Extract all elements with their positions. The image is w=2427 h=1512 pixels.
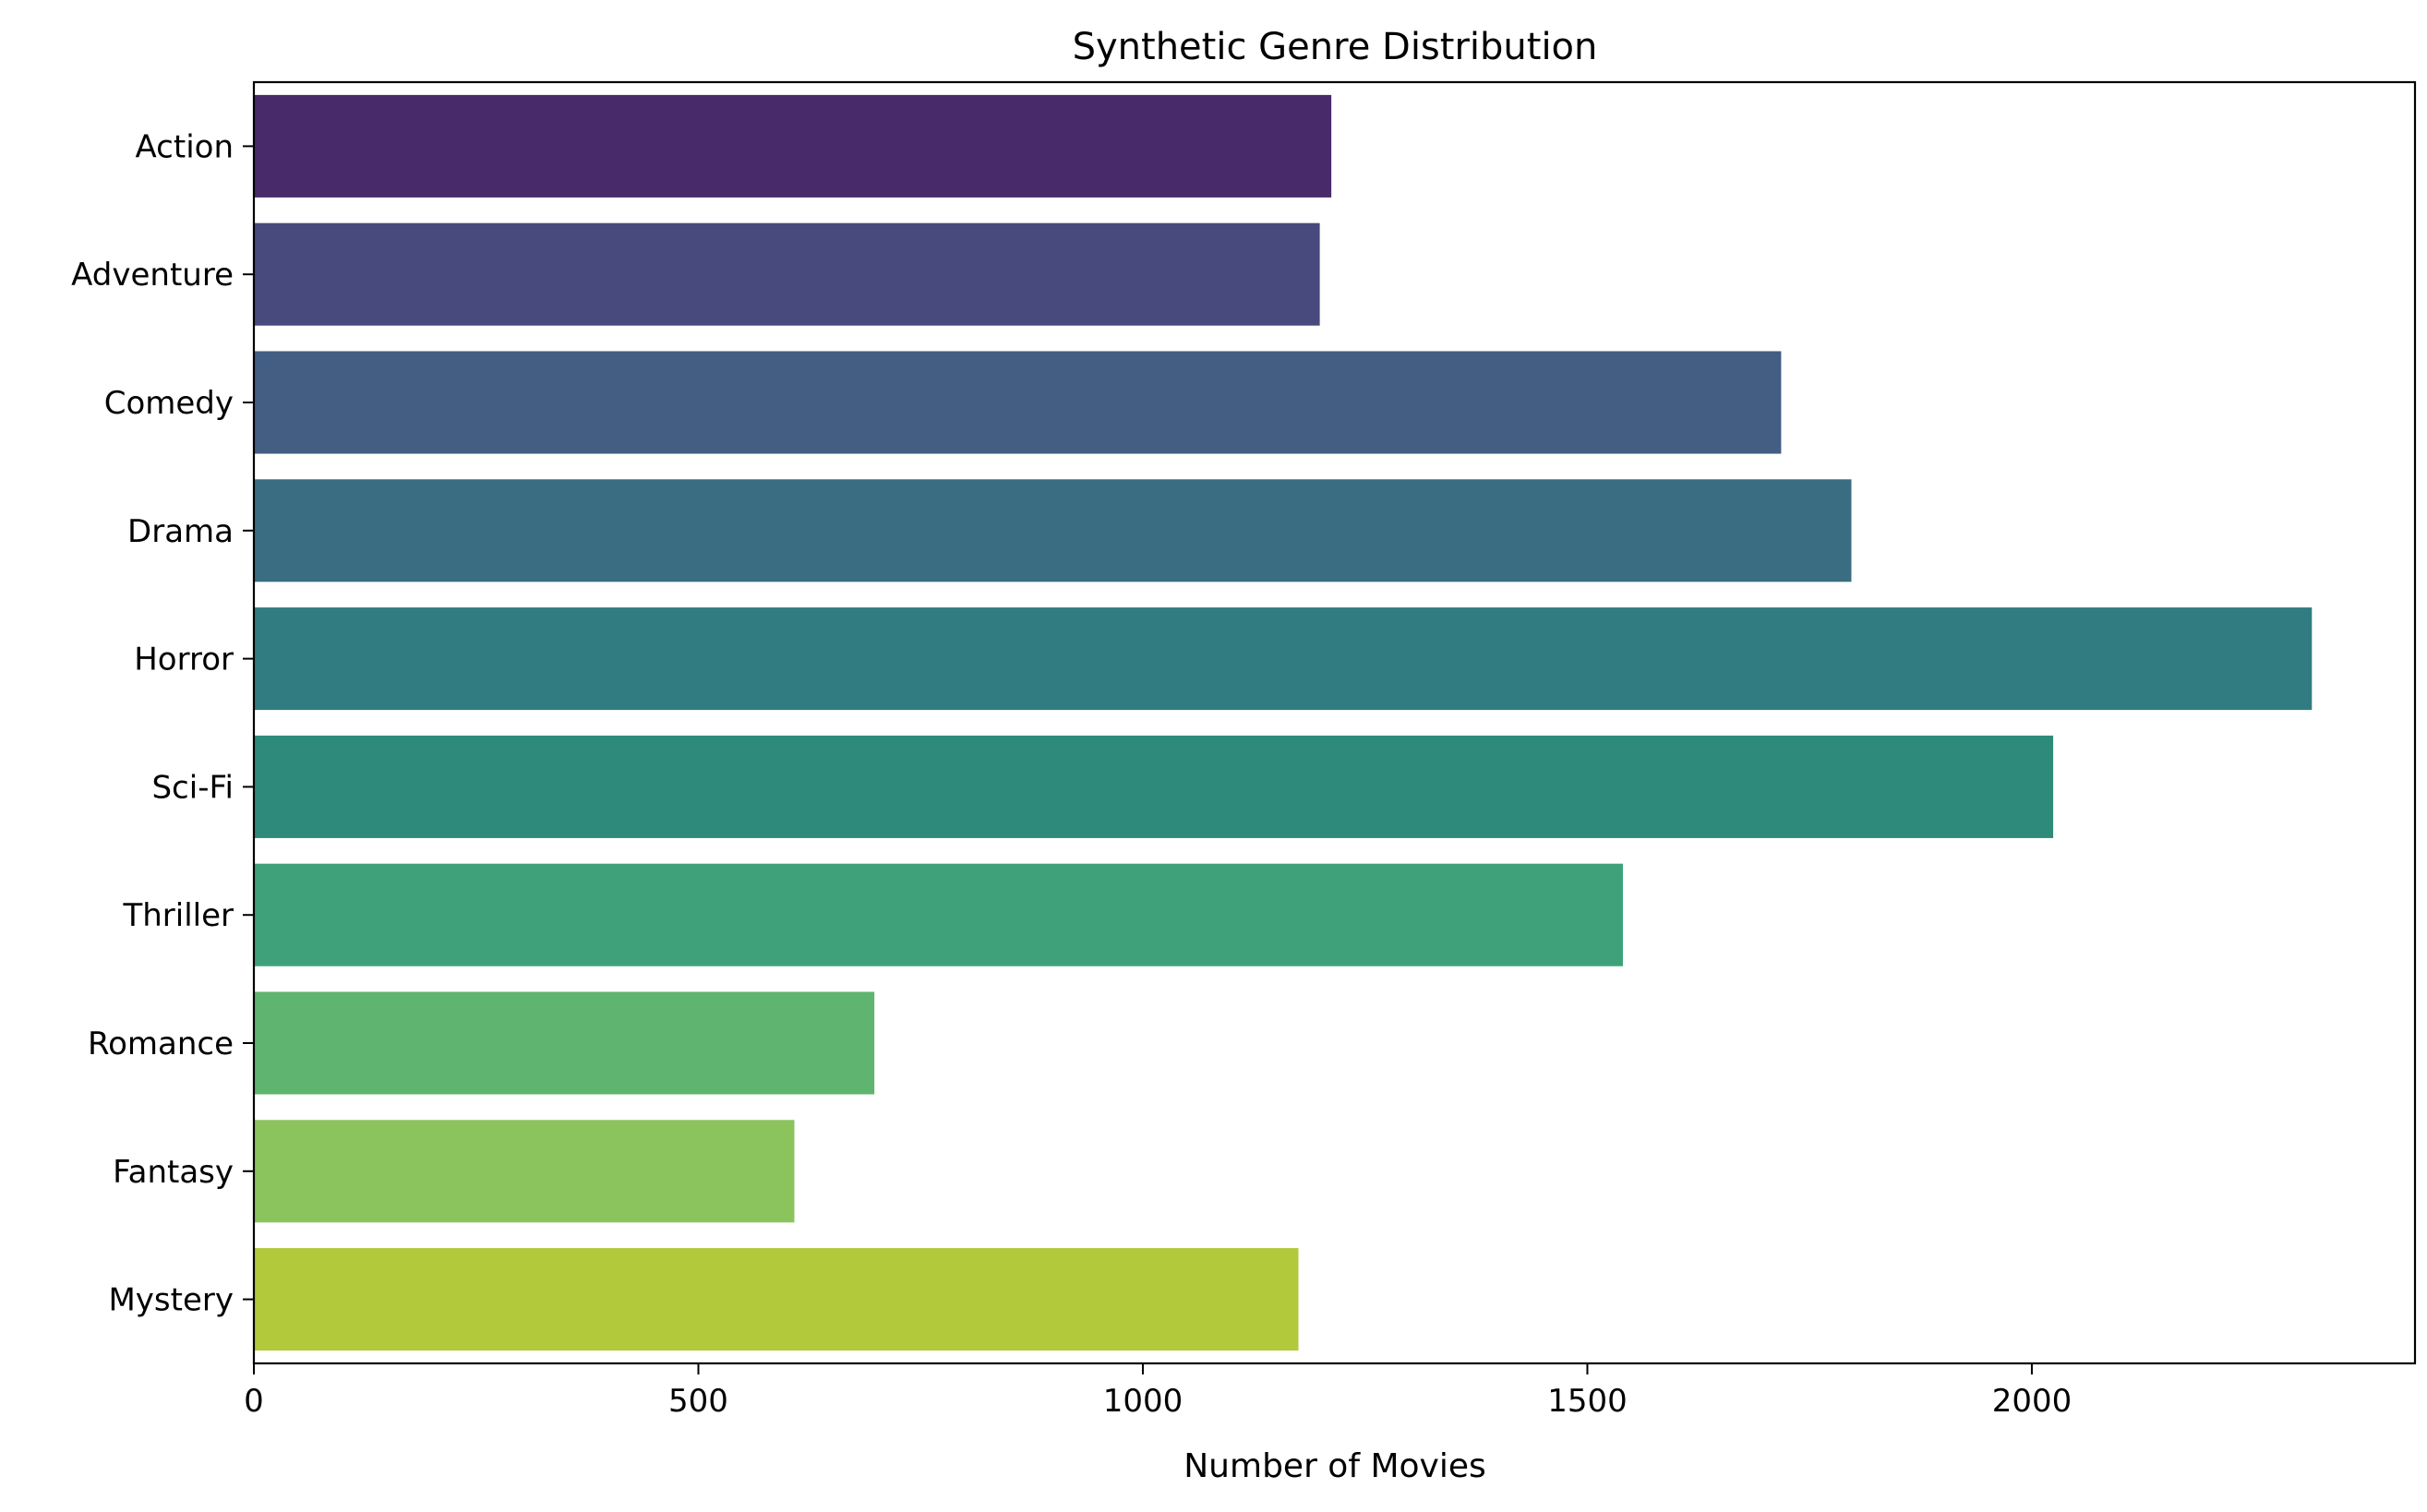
y-tick-label: Horror	[134, 642, 234, 678]
y-tick-label: Comedy	[104, 385, 234, 422]
y-tick-label: Fantasy	[113, 1154, 234, 1191]
bar-adventure	[254, 222, 1320, 326]
x-tick-label: 500	[668, 1383, 728, 1420]
bar-thriller	[254, 863, 1623, 966]
y-tick-label: Mystery	[108, 1282, 234, 1319]
bar-romance	[254, 991, 875, 1095]
y-tick-label: Drama	[127, 513, 234, 550]
x-tick-label: 1500	[1547, 1383, 1628, 1420]
bar-drama	[254, 479, 1852, 582]
chart-title: Synthetic Genre Distribution	[1073, 26, 1598, 68]
y-tick-label: Romance	[88, 1026, 234, 1062]
bar-horror	[254, 607, 2313, 711]
x-tick-label: 2000	[1992, 1383, 2073, 1420]
bar-comedy	[254, 351, 1782, 454]
x-tick-label: 1000	[1103, 1383, 1183, 1420]
y-tick-label: Action	[136, 128, 234, 165]
y-tick-label: Sci-Fi	[151, 769, 234, 806]
bar-action	[254, 94, 1332, 198]
x-tick-label: 0	[244, 1383, 264, 1420]
bars-group	[254, 94, 2313, 1351]
bar-mystery	[254, 1248, 1299, 1351]
x-axis-ticks: 0 500 1000 1500 2000	[244, 1363, 2072, 1420]
axes-frame	[252, 80, 2417, 1365]
x-axis-label: Number of Movies	[1183, 1447, 1486, 1485]
bar-fantasy	[254, 1120, 795, 1223]
y-tick-label: Adventure	[71, 257, 234, 294]
y-tick-label: Thriller	[122, 897, 234, 934]
y-axis-ticks: Action Adventure Comedy Drama Horror Sci-Fi Th…	[71, 128, 254, 1319]
bar-sci-fi	[254, 735, 2054, 838]
